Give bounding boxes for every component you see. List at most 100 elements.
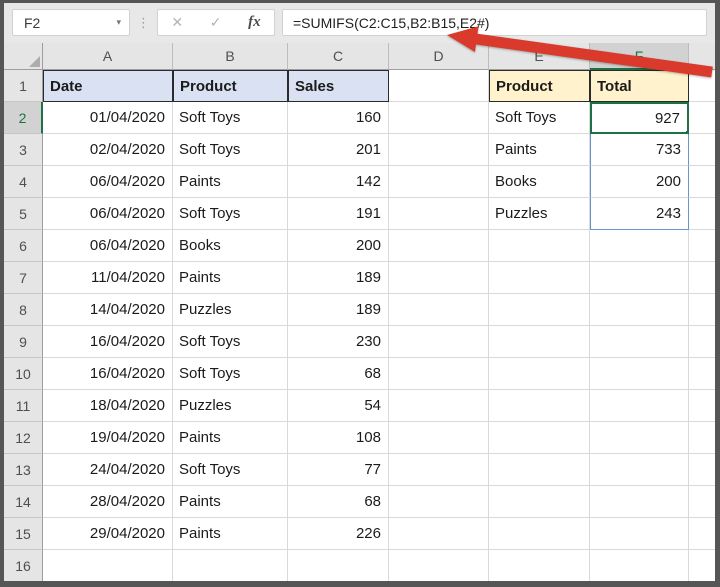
cell-B13[interactable]: Soft Toys <box>173 454 288 486</box>
cell-D16[interactable] <box>389 550 489 581</box>
row-header-15[interactable]: 15 <box>4 518 43 550</box>
cell-F1[interactable]: Total <box>590 70 689 102</box>
select-all-corner[interactable] <box>4 43 43 70</box>
cell-B5[interactable]: Soft Toys <box>173 198 288 230</box>
cell-E16[interactable] <box>489 550 590 581</box>
cell-A8[interactable]: 14/04/2020 <box>43 294 173 326</box>
cell-E3[interactable]: Paints <box>489 134 590 166</box>
cell-overflow-14[interactable] <box>689 486 715 518</box>
cell-overflow-16[interactable] <box>689 550 715 581</box>
cell-F2[interactable]: 927 <box>590 102 689 134</box>
cell-D4[interactable] <box>389 166 489 198</box>
cell-F6[interactable] <box>590 230 689 262</box>
cell-overflow-12[interactable] <box>689 422 715 454</box>
cell-A5[interactable]: 06/04/2020 <box>43 198 173 230</box>
formula-bar[interactable]: =SUMIFS(C2:C15,B2:B15,E2#) <box>282 9 707 36</box>
cell-C13[interactable]: 77 <box>288 454 389 486</box>
cell-A3[interactable]: 02/04/2020 <box>43 134 173 166</box>
cell-F10[interactable] <box>590 358 689 390</box>
cell-overflow-5[interactable] <box>689 198 715 230</box>
cell-C1[interactable]: Sales <box>288 70 389 102</box>
cell-E2[interactable]: Soft Toys <box>489 102 590 134</box>
cell-D12[interactable] <box>389 422 489 454</box>
cell-B9[interactable]: Soft Toys <box>173 326 288 358</box>
cell-C7[interactable]: 189 <box>288 262 389 294</box>
cell-overflow-13[interactable] <box>689 454 715 486</box>
column-header-e[interactable]: E <box>489 43 590 70</box>
cell-F13[interactable] <box>590 454 689 486</box>
row-header-9[interactable]: 9 <box>4 326 43 358</box>
cell-B15[interactable]: Paints <box>173 518 288 550</box>
cell-C4[interactable]: 142 <box>288 166 389 198</box>
column-header-b[interactable]: B <box>173 43 288 70</box>
row-header-7[interactable]: 7 <box>4 262 43 294</box>
enter-icon[interactable]: ✓ <box>209 14 222 30</box>
cell-F7[interactable] <box>590 262 689 294</box>
cell-D9[interactable] <box>389 326 489 358</box>
cell-E4[interactable]: Books <box>489 166 590 198</box>
cancel-icon[interactable]: ✕ <box>171 14 184 30</box>
cell-B10[interactable]: Soft Toys <box>173 358 288 390</box>
cell-C6[interactable]: 200 <box>288 230 389 262</box>
cell-overflow-1[interactable] <box>689 70 715 102</box>
cell-B4[interactable]: Paints <box>173 166 288 198</box>
cell-E9[interactable] <box>489 326 590 358</box>
cell-A7[interactable]: 11/04/2020 <box>43 262 173 294</box>
row-header-3[interactable]: 3 <box>4 134 43 166</box>
name-box-dropdown-icon[interactable]: ▾ <box>116 17 121 27</box>
cell-F8[interactable] <box>590 294 689 326</box>
cell-F3[interactable]: 733 <box>590 134 689 166</box>
row-header-10[interactable]: 10 <box>4 358 43 390</box>
cell-E7[interactable] <box>489 262 590 294</box>
row-header-5[interactable]: 5 <box>4 198 43 230</box>
cell-E14[interactable] <box>489 486 590 518</box>
cell-C16[interactable] <box>288 550 389 581</box>
cell-F12[interactable] <box>590 422 689 454</box>
cell-C12[interactable]: 108 <box>288 422 389 454</box>
cell-B7[interactable]: Paints <box>173 262 288 294</box>
cell-E6[interactable] <box>489 230 590 262</box>
cell-B3[interactable]: Soft Toys <box>173 134 288 166</box>
cell-B11[interactable]: Puzzles <box>173 390 288 422</box>
column-header-c[interactable]: C <box>288 43 389 70</box>
cell-A9[interactable]: 16/04/2020 <box>43 326 173 358</box>
cell-B6[interactable]: Books <box>173 230 288 262</box>
cell-B14[interactable]: Paints <box>173 486 288 518</box>
row-header-12[interactable]: 12 <box>4 422 43 454</box>
cell-C15[interactable]: 226 <box>288 518 389 550</box>
cell-A2[interactable]: 01/04/2020 <box>43 102 173 134</box>
column-header-d[interactable]: D <box>389 43 489 70</box>
cell-overflow-11[interactable] <box>689 390 715 422</box>
cell-A13[interactable]: 24/04/2020 <box>43 454 173 486</box>
column-header-a[interactable]: A <box>43 43 173 70</box>
cell-C2[interactable]: 160 <box>288 102 389 134</box>
cell-F14[interactable] <box>590 486 689 518</box>
row-header-16[interactable]: 16 <box>4 550 43 581</box>
column-header-f[interactable]: F <box>590 43 689 70</box>
cell-D3[interactable] <box>389 134 489 166</box>
cell-overflow-2[interactable] <box>689 102 715 134</box>
insert-function-icon[interactable]: fx <box>248 14 261 30</box>
cell-E12[interactable] <box>489 422 590 454</box>
cell-C14[interactable]: 68 <box>288 486 389 518</box>
cell-F16[interactable] <box>590 550 689 581</box>
cell-overflow-3[interactable] <box>689 134 715 166</box>
cell-F9[interactable] <box>590 326 689 358</box>
cell-D15[interactable] <box>389 518 489 550</box>
cell-D6[interactable] <box>389 230 489 262</box>
cell-overflow-7[interactable] <box>689 262 715 294</box>
cell-D11[interactable] <box>389 390 489 422</box>
fill-handle[interactable] <box>685 130 687 132</box>
cell-D5[interactable] <box>389 198 489 230</box>
cell-C10[interactable]: 68 <box>288 358 389 390</box>
cell-overflow-9[interactable] <box>689 326 715 358</box>
cell-B12[interactable]: Paints <box>173 422 288 454</box>
row-header-14[interactable]: 14 <box>4 486 43 518</box>
cell-A12[interactable]: 19/04/2020 <box>43 422 173 454</box>
cell-E5[interactable]: Puzzles <box>489 198 590 230</box>
cell-D2[interactable] <box>389 102 489 134</box>
cell-A16[interactable] <box>43 550 173 581</box>
cell-D10[interactable] <box>389 358 489 390</box>
cell-overflow-4[interactable] <box>689 166 715 198</box>
row-header-1[interactable]: 1 <box>4 70 43 102</box>
